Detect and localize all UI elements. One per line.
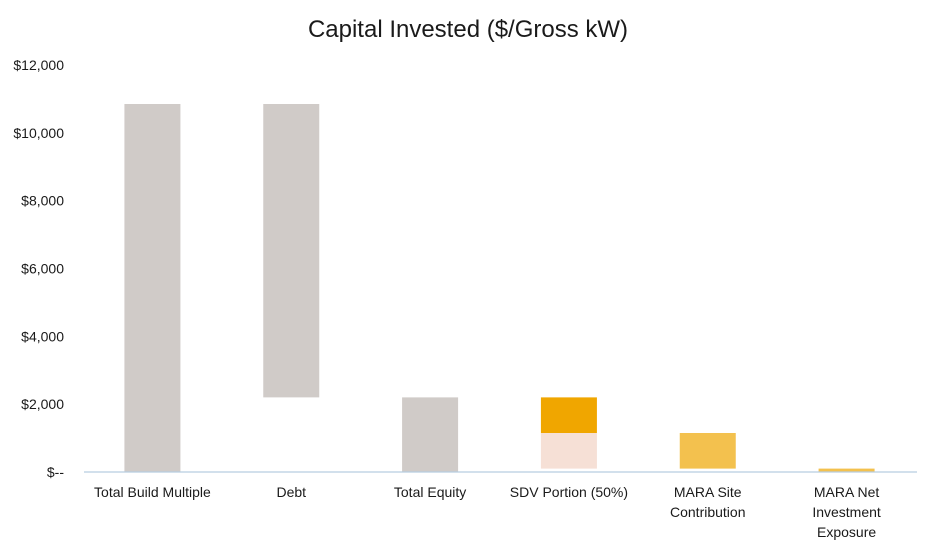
y-axis-ticks: $-- $2,000 $4,000 $6,000 $8,000 $10,000 $12,00… <box>13 57 64 480</box>
chart-title: Capital Invested ($/Gross kW) <box>308 16 628 43</box>
bar-segment <box>540 397 597 433</box>
y-tick-label: $4,000 <box>21 328 64 344</box>
x-category-label: Debt <box>276 484 306 500</box>
y-tick-label: $8,000 <box>21 193 64 209</box>
y-tick-label: $2,000 <box>21 396 64 412</box>
bar-segment <box>124 104 181 473</box>
bar-segment <box>402 397 459 472</box>
y-tick-label: $10,000 <box>13 125 64 141</box>
y-tick-label: $-- <box>47 464 64 480</box>
x-category-label: Total Equity <box>394 484 466 500</box>
y-tick-label: $6,000 <box>21 261 64 277</box>
x-category-label: MARA Site Contribution <box>670 484 746 520</box>
bar-segment <box>540 432 597 469</box>
bars <box>124 104 875 473</box>
x-axis-labels: Total Build Multiple Debt Total Equity SDV … <box>94 484 881 540</box>
y-tick-label: $12,000 <box>13 57 64 73</box>
bar-segment <box>679 432 736 469</box>
bar-segment <box>818 468 875 472</box>
x-category-label: Total Build Multiple <box>94 484 211 500</box>
x-category-label: SDV Portion (50%) <box>510 484 628 500</box>
bar-segment <box>263 104 320 398</box>
x-category-label: MARA Net Investment Exposure <box>812 484 881 540</box>
